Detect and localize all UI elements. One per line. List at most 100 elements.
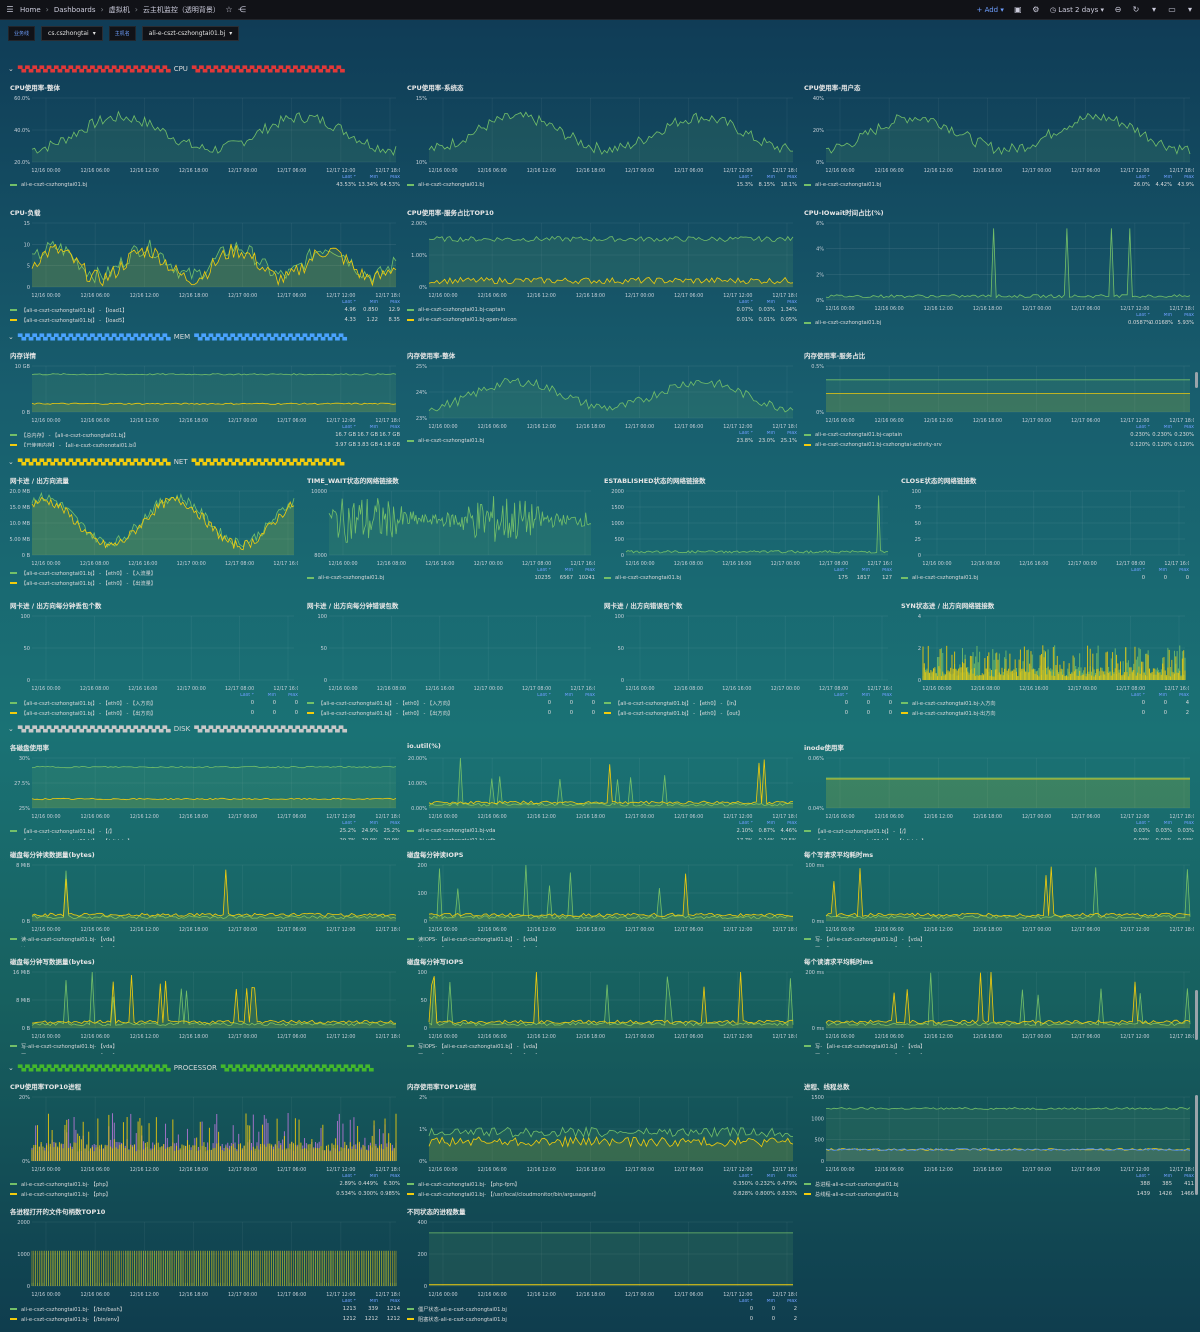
- legend-item[interactable]: 读-ali-e-cszt-cszhongtai01.bj- 【vda】: [10, 934, 400, 944]
- legend-header-max[interactable]: Max: [1184, 821, 1194, 826]
- share-icon[interactable]: ⋲: [237, 4, 246, 14]
- legend-header-last[interactable]: Last *: [342, 300, 356, 305]
- legend-item[interactable]: 写IOPS- 【ali-e-cszt-cszhongtai01.bj】 - 【v…: [407, 1041, 797, 1051]
- panel[interactable]: 各进程打开的文件句柄数TOP10 2000 1000 0 12/16 00:00 12/1…: [8, 1206, 400, 1324]
- legend-header-min[interactable]: Min: [267, 693, 276, 698]
- legend-item[interactable]: ali-e-cszt-cszhongtai01.bj 23.8% 23.0% 25.1…: [407, 436, 797, 446]
- panel[interactable]: 磁盘每分钟读数据量(bytes) 8 MiB 0 B 12/16 00:00 12/16…: [8, 849, 400, 947]
- panel-title[interactable]: CPU使用率-系统态: [407, 84, 464, 92]
- legend-item[interactable]: 总进程-ali-e-cszt-cszhongtai01.bj 388 385 411: [804, 1179, 1194, 1189]
- panel-title[interactable]: 内存使用率-整体: [407, 352, 456, 360]
- legend-item[interactable]: 【ali-e-cszt-cszhongtai01.bj】 - 【eth0】 - …: [604, 708, 892, 718]
- legend-item[interactable]: 【ali-e-cszt-cszhongtai01.bj】 - 【eth0】 - …: [307, 708, 595, 718]
- legend-item[interactable]: ali-e-cszt-cszhongtai01.bj-出方向 0 0 2: [901, 708, 1189, 718]
- legend-header-max[interactable]: Max: [390, 821, 400, 826]
- time-picker[interactable]: ◷ Last 2 days ▾: [1049, 5, 1104, 14]
- legend-item[interactable]: ali-e-cszt-cszhongtai01.bj- 【/bin/bash】 1…: [10, 1304, 400, 1314]
- panel-chart[interactable]: 100 50 012/16 00:00 12/16 08:00 12/16 16:00 1…: [602, 612, 892, 692]
- panel-title[interactable]: CPU使用率-服务占比TOP10: [407, 209, 494, 217]
- legend-header-last[interactable]: Last *: [1136, 1174, 1150, 1179]
- panel[interactable]: 网卡进 / 出方向每分钟错误包数 100 50 0 12/16 00:00 12/16 0…: [305, 600, 595, 718]
- panel-chart[interactable]: 200 100 012/16 00:00 12/16 06:00 12/16 12:00…: [405, 861, 797, 933]
- legend-item[interactable]: 写IOPS- 【ali-e-cszt-cszhongtai01.bj】 - 【v…: [407, 1051, 797, 1055]
- legend-header-min[interactable]: Min: [1163, 425, 1172, 430]
- legend-item[interactable]: 【ali-e-cszt-cszhongtai01.bj】 - 【eth0】 - …: [10, 578, 298, 588]
- panel-title[interactable]: inode使用率: [804, 744, 844, 752]
- legend-header-last[interactable]: Last *: [1136, 175, 1150, 180]
- legend-header-min[interactable]: Min: [861, 568, 870, 573]
- breadcrumb-dashboards[interactable]: Dashboards: [53, 5, 96, 14]
- legend-header-max[interactable]: Max: [1179, 693, 1189, 698]
- legend-item[interactable]: 写- 【ali-e-cszt-cszhongtai01.bj】 - 【vda】: [804, 1041, 1194, 1051]
- panel[interactable]: CPU使用率-系统态 15% 10% 12/16 00:00 12/16 06:00 12…: [405, 82, 797, 200]
- legend-header-min[interactable]: Min: [1163, 313, 1172, 318]
- legend-item[interactable]: 僵尸状态-ali-e-cszt-cszhongtai01.bj 0 0 2: [407, 1304, 797, 1314]
- legend-item[interactable]: 【ali-e-cszt-cszhongtai01.bj】 - 【eth0】 - …: [604, 698, 892, 708]
- panel[interactable]: 进程、线程总数 1500 1000 500 0 12/16 00:00 12/16 06:0…: [802, 1081, 1194, 1199]
- panel-title[interactable]: ESTABLISHED状态的网络链接数: [604, 477, 706, 485]
- legend-item[interactable]: 【ali-e-cszt-cszhongtai01.bj】 - 【load5】 4.…: [10, 315, 400, 325]
- panel-chart[interactable]: 20.0 MB 15.0 MB 10.0 MB 5.00 MB 0 B12/16 00:…: [8, 487, 298, 567]
- legend-item[interactable]: 总线程-ali-e-cszt-cszhongtai01.bj 1439 1426 14…: [804, 1189, 1194, 1199]
- panel[interactable]: CPU使用率-整体 60.0% 40.0% 20.0% 12/16 00:00 12/16…: [8, 82, 400, 200]
- panel-title[interactable]: TIME_WAIT状态的网络链接数: [307, 477, 399, 485]
- legend-header-max[interactable]: Max: [787, 821, 797, 826]
- legend-item[interactable]: ali-e-cszt-cszhongtai01.bj 175 1817 127: [604, 573, 892, 583]
- panel-title[interactable]: io.util(%): [407, 742, 441, 750]
- panel-title[interactable]: 网卡进 / 出方向每分钟丢包个数: [10, 602, 102, 610]
- panel-chart[interactable]: 400 200 012/16 00:00 12/16 06:00 12/16 12:00…: [405, 1218, 797, 1298]
- legend-item[interactable]: ali-e-cszt-cszhongtai01.bj- 【php-fpm】 0.3…: [407, 1179, 797, 1189]
- panel[interactable]: 内存使用率-整体 25% 24% 23% 12/16 00:00 12/16 06:00 1…: [405, 350, 797, 447]
- legend-header-max[interactable]: Max: [787, 175, 797, 180]
- legend-header-last[interactable]: Last *: [342, 175, 356, 180]
- panel[interactable]: 各磁盘使用率 30% 27.5% 25% 12/16 00:00 12/16 06:00 1…: [8, 742, 400, 840]
- legend-header-max[interactable]: Max: [787, 300, 797, 305]
- refresh-interval-icon[interactable]: ▾: [1151, 4, 1156, 14]
- legend-header-last[interactable]: Last *: [342, 425, 356, 430]
- panel-title[interactable]: CPU使用率-整体: [10, 84, 61, 92]
- legend-header-min[interactable]: Min: [766, 431, 775, 436]
- panel-chart[interactable]: 1500 1000 500 012/16 00:00 12/16 06:00 12/16 …: [802, 1093, 1194, 1173]
- star-icon[interactable]: ☆: [225, 4, 233, 14]
- legend-item[interactable]: 写-ali-e-cszt-cszhongtai01.bj- 【vda】: [10, 1041, 400, 1051]
- panel-chart[interactable]: 25% 24% 23%12/16 00:00 12/16 06:00 12/16 12:…: [405, 362, 797, 430]
- legend-item[interactable]: 写- 【ali-e-cszt-cszhongtai01.bj】 - 【vdb】: [804, 944, 1194, 948]
- panel-chart[interactable]: 100 50 012/16 00:00 12/16 08:00 12/16 16:00 1…: [8, 612, 298, 692]
- panel[interactable]: CPU使用率-用户态 40% 20% 0% 12/16 00:00 12/16 06:00…: [802, 82, 1194, 200]
- legend-item[interactable]: ali-e-cszt-cszhongtai01.bj-open-falcon 0.…: [407, 315, 797, 325]
- menu-icon[interactable]: ☰: [6, 4, 14, 14]
- legend-header-last[interactable]: Last *: [834, 568, 848, 573]
- legend-header-last[interactable]: Last *: [240, 693, 254, 698]
- panel-title[interactable]: CPU使用率TOP10进程: [10, 1083, 82, 1091]
- legend-item[interactable]: ali-e-cszt-cszhongtai01.bj-vdb17.7%0.14%…: [407, 836, 797, 840]
- panel[interactable]: 不同状态的进程数量 400 200 0 12/16 00:00 12/16 06:00 12…: [405, 1206, 797, 1324]
- legend-item[interactable]: 【ali-e-cszt-cszhongtai01.bj】 - 【eth0】 - …: [10, 568, 298, 578]
- legend-header-max[interactable]: Max: [1184, 175, 1194, 180]
- panel[interactable]: CPU使用率-服务占比TOP10 2.00% 1.00% 0% 12/16 00:00 1…: [405, 207, 797, 325]
- row-header-disk[interactable]: ⌄ ▀▄▀▄▀▄▀▄▀▄▀▄▀▄▀▄▀▄▀▄▀▄▀▄▀▄▀▄▀▄▀▄▀▄▀▄▀▄▀…: [8, 724, 347, 734]
- legend-header-min[interactable]: Min: [369, 425, 378, 430]
- panel-chart[interactable]: 40% 20% 0%12/16 00:00 12/16 06:00 12/16 12:0…: [802, 94, 1194, 174]
- legend-item[interactable]: ali-e-cszt-cszhongtai01.bj- 【php】 2.89% 0.…: [10, 1179, 400, 1189]
- legend-header-last[interactable]: Last *: [537, 568, 551, 573]
- legend-header-last[interactable]: Last *: [739, 1299, 753, 1304]
- legend-header-max[interactable]: Max: [882, 568, 892, 573]
- panel[interactable]: 每个读请求平均耗时ms 200 ms 0 ms 12/16 00:00 12/16 06…: [802, 956, 1194, 1054]
- panel-chart[interactable]: 30% 27.5% 25%12/16 00:00 12/16 06:00 12/16 1…: [8, 754, 400, 820]
- legend-header-last[interactable]: Last *: [739, 431, 753, 436]
- legend-header-last[interactable]: Last *: [739, 1174, 753, 1179]
- panel-chart[interactable]: 2.00% 1.00% 0%12/16 00:00 12/16 06:00 12/16 …: [405, 219, 797, 299]
- legend-header-last[interactable]: Last *: [342, 821, 356, 826]
- legend-item[interactable]: 写- 【ali-e-cszt-cszhongtai01.bj】 - 【vdb】: [804, 1051, 1194, 1055]
- legend-item[interactable]: 【ali-e-cszt-cszhongtai01.bj】 - 【/alidata…: [804, 836, 1194, 840]
- tv-mode-icon[interactable]: ▭: [1168, 4, 1176, 14]
- legend-item[interactable]: 阻塞状态-ali-e-cszt-cszhongtai01.bj 0 0 2: [407, 1314, 797, 1324]
- legend-item[interactable]: 【已使用内存】 - 【ali-e-cszt-cszhongtai01.bj】 3.…: [10, 440, 400, 447]
- panel[interactable]: 每个写请求平均耗时ms 100 ms 0 ms 12/16 00:00 12/16 06…: [802, 849, 1194, 947]
- panel-chart[interactable]: 2% 1% 0%12/16 00:00 12/16 06:00 12/16 12:00 1…: [405, 1093, 797, 1173]
- panel-chart[interactable]: 15 10 5 012/16 00:00 12/16 06:00 12/16 12:00 1…: [8, 219, 400, 299]
- legend-item[interactable]: 【ali-e-cszt-cszhongtai01.bj】 - 【eth0】 - …: [10, 698, 298, 708]
- legend-item[interactable]: ali-e-cszt-cszhongtai01.bj 0 0 0: [901, 573, 1189, 583]
